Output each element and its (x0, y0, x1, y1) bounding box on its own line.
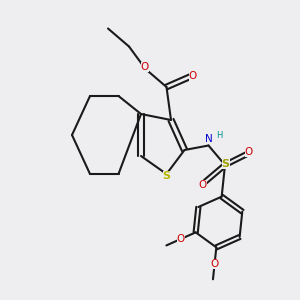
Text: S: S (163, 171, 170, 181)
Text: H: H (216, 131, 222, 140)
Text: O: O (245, 147, 253, 157)
Text: O: O (141, 61, 149, 72)
Text: N: N (205, 134, 212, 145)
Text: O: O (198, 179, 207, 190)
Text: O: O (176, 234, 185, 244)
Text: O: O (189, 71, 197, 81)
Text: O: O (211, 259, 219, 269)
Text: S: S (222, 159, 230, 169)
